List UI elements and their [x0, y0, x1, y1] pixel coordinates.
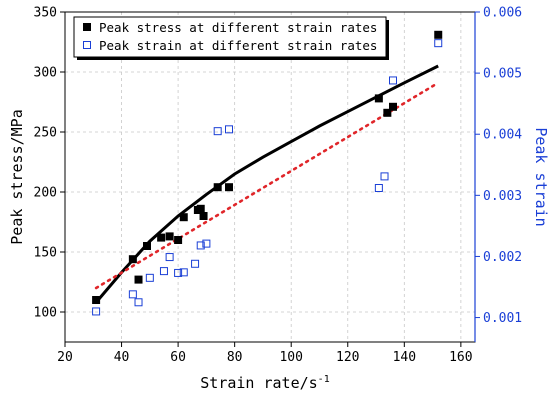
strain-point — [165, 253, 174, 262]
stress-point — [157, 233, 166, 242]
y-axis-right-title: Peak strain — [532, 127, 550, 226]
legend: Peak stress at different strain rates Pe… — [73, 16, 389, 60]
strain-point — [179, 268, 188, 277]
grid-lines — [65, 12, 475, 342]
strain-point — [196, 241, 205, 250]
stress-point — [92, 296, 101, 304]
stress-point — [143, 242, 151, 250]
y-left-tick-label: 150 — [34, 246, 57, 261]
y-right-tick-label: 0.002 — [483, 250, 522, 265]
strain-point — [434, 39, 443, 48]
x-tick-label: 40 — [114, 350, 130, 365]
y-left-tick-label: 250 — [34, 126, 57, 141]
plot-frame — [64, 11, 476, 343]
x-tick-label: 60 — [170, 350, 186, 365]
stress-point — [383, 108, 392, 117]
y-axis-left-title: Peak stress/MPa — [8, 109, 26, 244]
data-points — [92, 30, 443, 316]
strain-point — [389, 76, 397, 85]
stress-point — [434, 30, 443, 39]
legend-marker-stress — [83, 23, 91, 31]
strain-point — [128, 290, 137, 299]
stress-point — [174, 236, 183, 244]
y-right-tick-label: 0.003 — [483, 189, 522, 204]
strain-point — [134, 298, 143, 307]
y-left-tick-label: 200 — [34, 186, 57, 201]
strain-point — [213, 127, 222, 136]
y-left-tick-label: 100 — [34, 306, 57, 321]
legend-box — [73, 16, 387, 58]
strain-point — [174, 268, 183, 277]
stress-point — [374, 94, 383, 103]
x-tick-label: 80 — [227, 350, 243, 365]
strain-point — [191, 259, 200, 268]
y-left-tick-label: 300 — [34, 66, 57, 81]
strain-point — [374, 184, 383, 192]
x-tick-label: 160 — [449, 350, 472, 365]
x-tick-label: 100 — [279, 350, 302, 365]
y-right-tick-label: 0.006 — [483, 6, 522, 21]
strain-point — [225, 125, 233, 134]
x-tick-label: 120 — [336, 350, 359, 365]
stress-point — [179, 213, 188, 222]
axis-ticks: 20 40 60 80 100 120 140 160 100 150 200 250 300 350 0.… — [34, 6, 523, 366]
x-axis-title: Strain rate/s-1 — [200, 374, 329, 392]
strain-point — [92, 307, 101, 316]
stress-point — [134, 275, 143, 284]
stress-point — [196, 204, 205, 213]
legend-marker-strain — [83, 41, 91, 49]
x-axis-title-text: Strain rate/s — [200, 374, 317, 392]
x-tick-label: 140 — [393, 350, 416, 365]
stress-point — [213, 183, 222, 192]
stress-point — [165, 232, 174, 241]
fit-lines — [94, 64, 440, 304]
stress-point — [199, 212, 208, 220]
x-tick-label: 20 — [57, 350, 73, 365]
y-right-tick-label: 0.004 — [483, 128, 522, 143]
strain-point — [380, 172, 389, 181]
x-axis-title-superscript: -1 — [318, 374, 330, 385]
strain-point — [202, 239, 211, 248]
y-left-tick-label: 350 — [34, 6, 57, 21]
strain-point — [159, 267, 168, 276]
strain-point — [145, 273, 154, 282]
stress-point — [128, 255, 137, 264]
legend-label-stress: Peak stress at different strain rates — [99, 20, 377, 35]
curve-fit-line — [94, 64, 439, 304]
stress-point — [389, 102, 397, 111]
y-right-tick-label: 0.001 — [483, 311, 522, 326]
y-right-tick-label: 0.005 — [483, 67, 522, 82]
stress-point — [225, 183, 233, 192]
legend-label-strain: Peak strain at different strain rates — [99, 38, 377, 53]
